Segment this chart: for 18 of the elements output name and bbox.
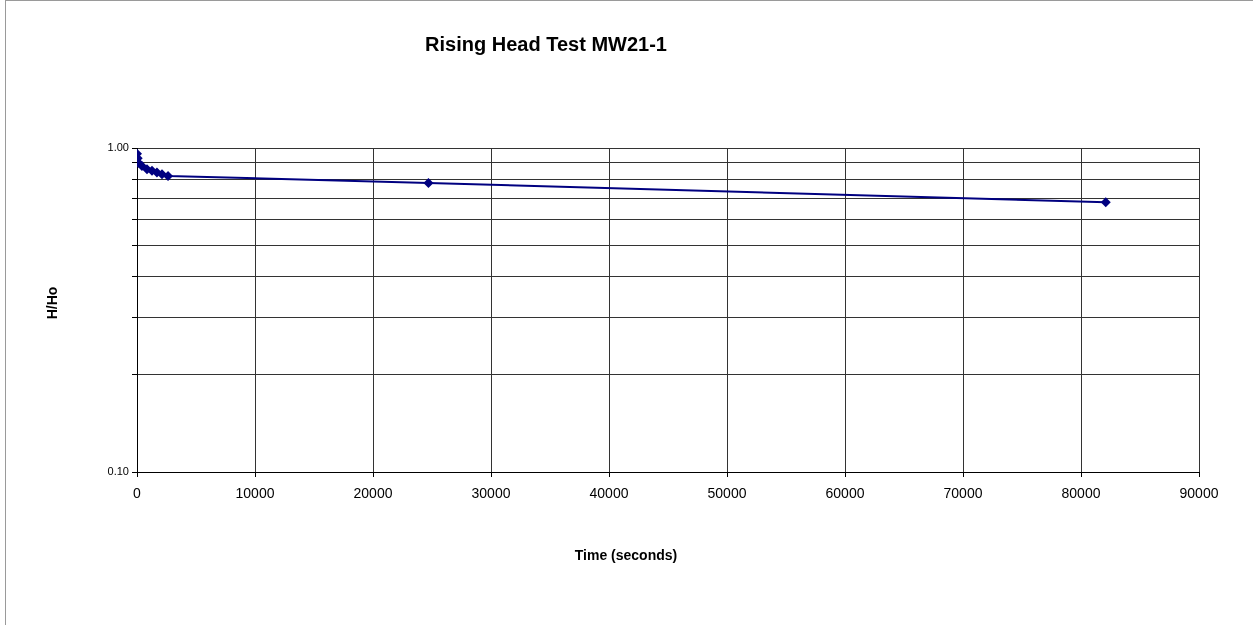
chart-title: Rising Head Test MW21-1 bbox=[425, 32, 667, 55]
x-axis-title: Time (seconds) bbox=[574, 546, 678, 563]
x-tick-label: 80000 bbox=[1061, 485, 1101, 502]
x-tick-label: 30000 bbox=[471, 485, 511, 502]
y-tick-label: 1.00 bbox=[107, 141, 129, 154]
x-tick-label: 10000 bbox=[235, 485, 275, 502]
x-tick-label: 50000 bbox=[707, 485, 747, 502]
x-tick-label: 60000 bbox=[825, 485, 865, 502]
x-tick-label: 40000 bbox=[589, 485, 629, 502]
x-tick-label: 70000 bbox=[943, 485, 983, 502]
y-tick-label: 0.10 bbox=[107, 465, 129, 478]
x-tick-label: 20000 bbox=[353, 485, 393, 502]
point bbox=[1100, 197, 1111, 208]
x-tick-label: 0 bbox=[133, 485, 142, 502]
y-axis-title: H/Ho bbox=[43, 286, 60, 320]
point bbox=[163, 170, 174, 181]
point bbox=[423, 177, 434, 188]
x-tick-label: 90000 bbox=[1179, 485, 1219, 502]
